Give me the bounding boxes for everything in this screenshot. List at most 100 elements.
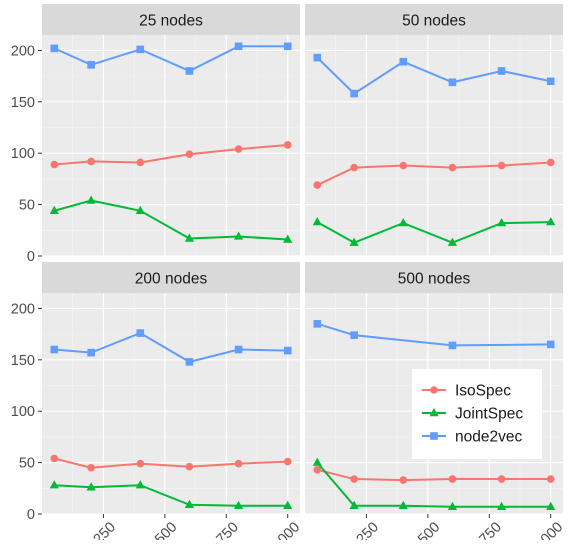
- data-point: [313, 181, 322, 189]
- series-isospec: [313, 466, 555, 484]
- x-tick-label: 1000: [269, 519, 303, 540]
- series-line: [53, 45, 288, 73]
- data-point: [50, 454, 59, 463]
- legend-key-marker: [429, 408, 439, 417]
- data-point: [497, 161, 506, 170]
- y-tick-label: 150: [11, 95, 35, 111]
- data-point: [447, 501, 458, 511]
- series-line: [316, 56, 551, 95]
- x-tick-label: 500: [152, 519, 180, 540]
- data-point: [234, 459, 243, 468]
- series-jointspec: [312, 457, 556, 511]
- y-tick-label: 200: [11, 43, 35, 59]
- data-point: [399, 476, 408, 484]
- series-line: [316, 461, 551, 508]
- series-line: [317, 468, 551, 482]
- panel-background: [42, 293, 300, 514]
- data-point: [283, 141, 292, 149]
- data-point: [135, 480, 145, 489]
- x-tick-label: 750: [213, 519, 241, 540]
- data-point: [50, 345, 59, 354]
- data-point: [136, 45, 145, 54]
- data-point: [136, 329, 145, 337]
- data-point: [546, 475, 555, 483]
- data-point: [399, 161, 408, 170]
- x-tick-label: 250: [91, 519, 119, 540]
- series-node2vec: [313, 53, 555, 98]
- data-point: [49, 205, 59, 214]
- data-point: [234, 145, 243, 153]
- series-jointspec: [49, 195, 293, 243]
- series-line: [54, 143, 288, 166]
- data-point: [234, 345, 243, 354]
- legend-key-marker: [430, 432, 438, 440]
- data-point: [136, 459, 145, 468]
- data-point: [185, 150, 194, 159]
- data-point: [87, 61, 95, 69]
- data-point: [283, 234, 293, 243]
- legend-label: IsoSpec: [455, 383, 511, 400]
- panel-title: 50 nodes: [402, 13, 466, 30]
- series-node2vec: [313, 320, 555, 350]
- series-jointspec: [49, 480, 293, 509]
- data-point: [448, 475, 457, 483]
- y-tick-label: 50: [19, 198, 35, 214]
- data-point: [86, 195, 96, 204]
- data-point: [283, 457, 292, 466]
- series-isospec: [313, 158, 555, 189]
- x-tick-label: 750: [476, 519, 504, 540]
- data-point: [349, 237, 359, 246]
- x-tick-label: 1000: [532, 519, 566, 540]
- data-point: [496, 218, 507, 227]
- data-point: [349, 500, 359, 509]
- data-point: [350, 331, 358, 339]
- legend-key-marker: [430, 386, 438, 394]
- panel-background: [42, 35, 300, 256]
- panel-strip: [305, 262, 563, 293]
- y-tick-label: 0: [27, 507, 35, 523]
- panel-title: 25 nodes: [139, 13, 203, 30]
- legend-item-node2vec: node2vec: [422, 429, 522, 446]
- data-point: [184, 499, 195, 508]
- data-point: [399, 57, 408, 66]
- data-point: [233, 231, 244, 240]
- y-tick-label: 150: [11, 353, 35, 369]
- data-point: [185, 462, 194, 471]
- y-tick-label: 50: [19, 456, 35, 472]
- legend-item-jointspec: JointSpec: [422, 406, 523, 423]
- x-tick-label: 500: [415, 519, 443, 540]
- series-line: [316, 161, 551, 186]
- data-point: [283, 346, 292, 355]
- data-point: [497, 67, 506, 75]
- data-point: [546, 77, 555, 86]
- data-point: [546, 340, 555, 349]
- series-node2vec: [50, 42, 292, 75]
- legend: IsoSpec JointSpec node2vec: [412, 369, 542, 459]
- data-point: [185, 358, 194, 366]
- data-point: [313, 320, 322, 328]
- data-point: [283, 42, 292, 51]
- series-jointspec: [312, 217, 556, 246]
- data-point: [312, 457, 322, 466]
- legend-item-isospec: IsoSpec: [422, 383, 511, 400]
- data-point: [350, 475, 358, 483]
- legend-label: node2vec: [455, 429, 522, 446]
- data-point: [350, 163, 358, 172]
- data-point: [234, 42, 243, 51]
- panel-50-nodes: 50 nodes: [305, 4, 563, 257]
- series-line: [316, 221, 551, 244]
- data-point: [398, 218, 408, 227]
- y-tick-label: 100: [11, 404, 35, 420]
- data-point: [497, 475, 506, 483]
- panel-200-nodes: 200 nodes 0 50 100 150 200 250 500 750 1000: [11, 262, 303, 545]
- legend-label: JointSpec: [455, 406, 523, 423]
- y-tick-label: 0: [27, 249, 35, 265]
- panel-strip: [305, 4, 563, 35]
- data-point: [312, 217, 322, 226]
- data-point: [448, 341, 457, 350]
- data-point: [184, 233, 195, 242]
- data-point: [546, 158, 555, 167]
- data-point: [233, 500, 244, 509]
- series-isospec: [50, 141, 292, 169]
